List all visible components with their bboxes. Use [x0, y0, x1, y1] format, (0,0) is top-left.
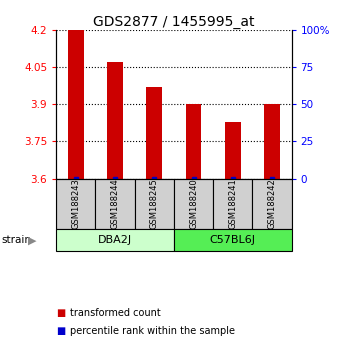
Text: GSM188242: GSM188242 [267, 178, 277, 229]
Bar [174, 229, 292, 251]
Bar [213, 178, 252, 229]
Bar [264, 104, 280, 178]
Bar [56, 178, 95, 229]
Text: GSM188240: GSM188240 [189, 178, 198, 229]
Text: GSM188244: GSM188244 [110, 178, 120, 229]
Bar [186, 104, 202, 178]
Text: GSM188243: GSM188243 [71, 178, 80, 229]
Text: GSM188241: GSM188241 [228, 178, 237, 229]
Text: ▶: ▶ [28, 235, 37, 245]
Bar [252, 178, 292, 229]
Text: strain: strain [2, 235, 32, 245]
Bar [56, 229, 174, 251]
Bar [95, 178, 135, 229]
Bar [68, 30, 84, 178]
Bar [147, 87, 162, 178]
Text: C57BL6J: C57BL6J [210, 235, 256, 245]
Bar [174, 178, 213, 229]
Text: DBA2J: DBA2J [98, 235, 132, 245]
Text: transformed count: transformed count [70, 308, 161, 318]
Text: ■: ■ [56, 308, 65, 318]
Title: GDS2877 / 1455995_at: GDS2877 / 1455995_at [93, 15, 255, 29]
Bar [225, 122, 241, 178]
Bar [107, 62, 123, 178]
Text: ■: ■ [56, 326, 65, 336]
Text: percentile rank within the sample: percentile rank within the sample [70, 326, 235, 336]
Bar [135, 178, 174, 229]
Text: GSM188245: GSM188245 [150, 178, 159, 229]
